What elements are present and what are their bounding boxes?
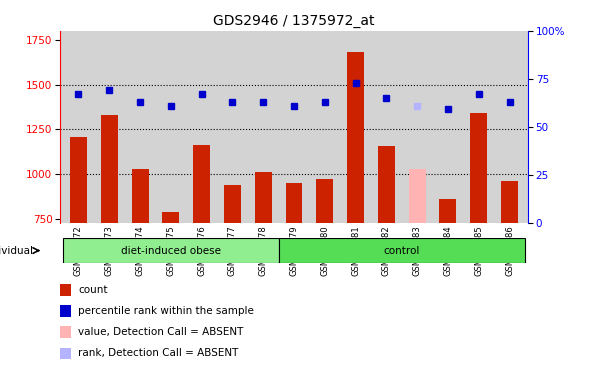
Bar <box>439 199 457 223</box>
Bar <box>131 169 149 223</box>
Text: rank, Detection Call = ABSENT: rank, Detection Call = ABSENT <box>78 348 238 358</box>
Bar <box>193 145 210 223</box>
Bar <box>255 172 272 223</box>
Text: percentile rank within the sample: percentile rank within the sample <box>78 306 254 316</box>
Bar <box>316 179 333 223</box>
Bar <box>470 113 487 223</box>
Bar <box>501 182 518 223</box>
Title: GDS2946 / 1375972_at: GDS2946 / 1375972_at <box>213 14 375 28</box>
Text: control: control <box>383 245 420 256</box>
Bar <box>224 185 241 223</box>
Bar <box>163 212 179 223</box>
Bar <box>347 52 364 223</box>
Text: diet-induced obese: diet-induced obese <box>121 245 221 256</box>
Bar <box>409 169 425 223</box>
Bar <box>378 146 395 223</box>
Text: individual: individual <box>0 245 33 256</box>
Bar <box>63 238 278 263</box>
Bar <box>70 137 87 223</box>
Text: value, Detection Call = ABSENT: value, Detection Call = ABSENT <box>78 327 244 337</box>
Bar <box>101 115 118 223</box>
Bar <box>278 238 525 263</box>
Bar <box>286 183 302 223</box>
Text: count: count <box>78 285 107 295</box>
